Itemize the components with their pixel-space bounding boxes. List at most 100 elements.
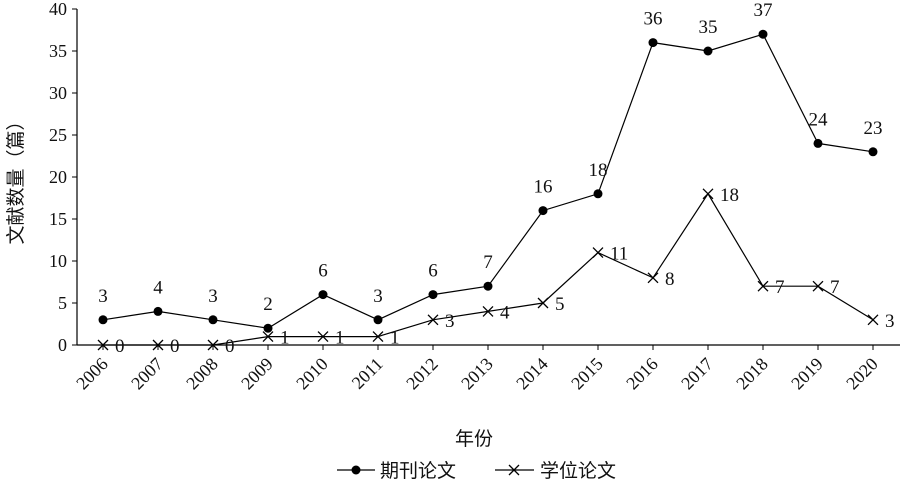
- x-tick-label: 2014: [512, 354, 552, 394]
- x-tick-label: 2018: [732, 354, 772, 394]
- data-point: [98, 315, 108, 325]
- y-tick-label: 35: [49, 41, 67, 61]
- data-point: [757, 280, 769, 292]
- data-label: 16: [534, 177, 553, 198]
- x-tick-label: 2010: [292, 354, 332, 394]
- x-ticks: 2006 2007 2008 2009 2010 2011 2012 2013 2014 2015…: [72, 345, 882, 393]
- data-label: 0: [225, 336, 235, 357]
- x-tick-label: 2013: [457, 354, 497, 394]
- data-point: [317, 331, 329, 343]
- legend-item-series-1: 期刊论文: [337, 460, 456, 482]
- x-tick-label: 2016: [622, 354, 662, 394]
- series-2: [97, 188, 879, 351]
- data-point: [373, 315, 383, 325]
- data-label: 4: [153, 277, 163, 298]
- data-point: [208, 315, 218, 325]
- y-tick-label: 25: [49, 125, 67, 145]
- data-point: [813, 138, 823, 148]
- x-tick-label: 2020: [842, 354, 882, 394]
- y-tick-label: 20: [49, 167, 67, 187]
- data-point: [482, 305, 494, 317]
- legend-label-series-2: 学位论文: [540, 460, 616, 482]
- data-label: 5: [555, 294, 565, 315]
- x-tick-label: 2012: [402, 354, 442, 394]
- data-label: 23: [864, 118, 883, 139]
- data-label: 3: [445, 311, 455, 332]
- y-tick-label: 10: [49, 251, 67, 271]
- data-label: 7: [775, 277, 785, 298]
- data-label: 18: [589, 160, 608, 181]
- series-1: [98, 29, 878, 333]
- x-tick-label: 2019: [787, 354, 827, 394]
- data-point: [427, 314, 439, 326]
- legend-marker-series-1: [351, 465, 361, 475]
- data-point: [152, 339, 164, 351]
- x-tick-label: 2006: [72, 354, 112, 394]
- data-label: 11: [610, 244, 628, 265]
- data-point: [758, 29, 768, 39]
- x-tick-label: 2007: [127, 354, 167, 394]
- data-point: [812, 280, 824, 292]
- data-label: 2: [263, 294, 273, 315]
- data-point: [262, 331, 274, 343]
- y-tick-label: 40: [49, 0, 67, 19]
- y-tick-label: 5: [58, 293, 67, 313]
- data-point: [428, 290, 438, 300]
- data-label: 3: [373, 286, 383, 307]
- data-point: [592, 247, 604, 259]
- data-point: [647, 272, 659, 284]
- data-label: 0: [170, 336, 180, 357]
- data-point: [538, 206, 548, 216]
- y-tick-label: 0: [58, 335, 67, 355]
- data-point: [372, 331, 384, 343]
- data-point: [867, 314, 879, 326]
- x-tick-label: 2017: [677, 354, 717, 394]
- y-ticks: 0 5 10 15 20 25 30 35 40: [49, 0, 77, 355]
- data-point: [153, 306, 163, 316]
- data-point: [703, 46, 713, 56]
- series: [97, 29, 879, 351]
- y-axis-title: 文献数量（篇）: [5, 111, 27, 244]
- x-tick-label: 2015: [567, 354, 607, 394]
- data-point: [648, 38, 658, 48]
- data-point: [97, 339, 109, 351]
- y-tick-label: 30: [49, 83, 67, 103]
- data-label: 3: [208, 286, 218, 307]
- x-axis-title: 年份: [455, 428, 493, 450]
- data-label: 7: [483, 252, 493, 273]
- data-label: 36: [644, 9, 663, 30]
- data-label: 18: [720, 185, 739, 206]
- x-tick-label: 2011: [348, 354, 387, 393]
- data-label: 7: [830, 277, 840, 298]
- legend: 期刊论文 学位论文: [337, 460, 616, 482]
- data-point: [207, 339, 219, 351]
- data-label: 4: [500, 302, 510, 323]
- y-tick-label: 15: [49, 209, 67, 229]
- data-point: [263, 323, 273, 333]
- data-label: 0: [115, 336, 125, 357]
- data-point: [593, 189, 603, 199]
- data-point: [868, 147, 878, 157]
- x-tick-label: 2008: [182, 354, 222, 394]
- data-label: 24: [809, 109, 829, 130]
- data-label: 1: [335, 328, 345, 349]
- legend-marker-series-2: [508, 464, 520, 476]
- data-label: 1: [390, 328, 400, 349]
- data-point: [702, 188, 714, 200]
- x-tick-label: 2009: [237, 354, 277, 394]
- data-label: 1: [280, 328, 290, 349]
- legend-item-series-2: 学位论文: [495, 460, 616, 482]
- data-point: [318, 290, 328, 300]
- legend-label-series-1: 期刊论文: [380, 460, 456, 482]
- data-label: 6: [318, 261, 328, 282]
- data-label: 8: [665, 269, 675, 290]
- data-label: 3: [885, 311, 895, 332]
- data-label: 3: [98, 286, 108, 307]
- data-label: 6: [428, 261, 438, 282]
- data-label: 35: [699, 17, 718, 38]
- data-label: 37: [754, 0, 773, 21]
